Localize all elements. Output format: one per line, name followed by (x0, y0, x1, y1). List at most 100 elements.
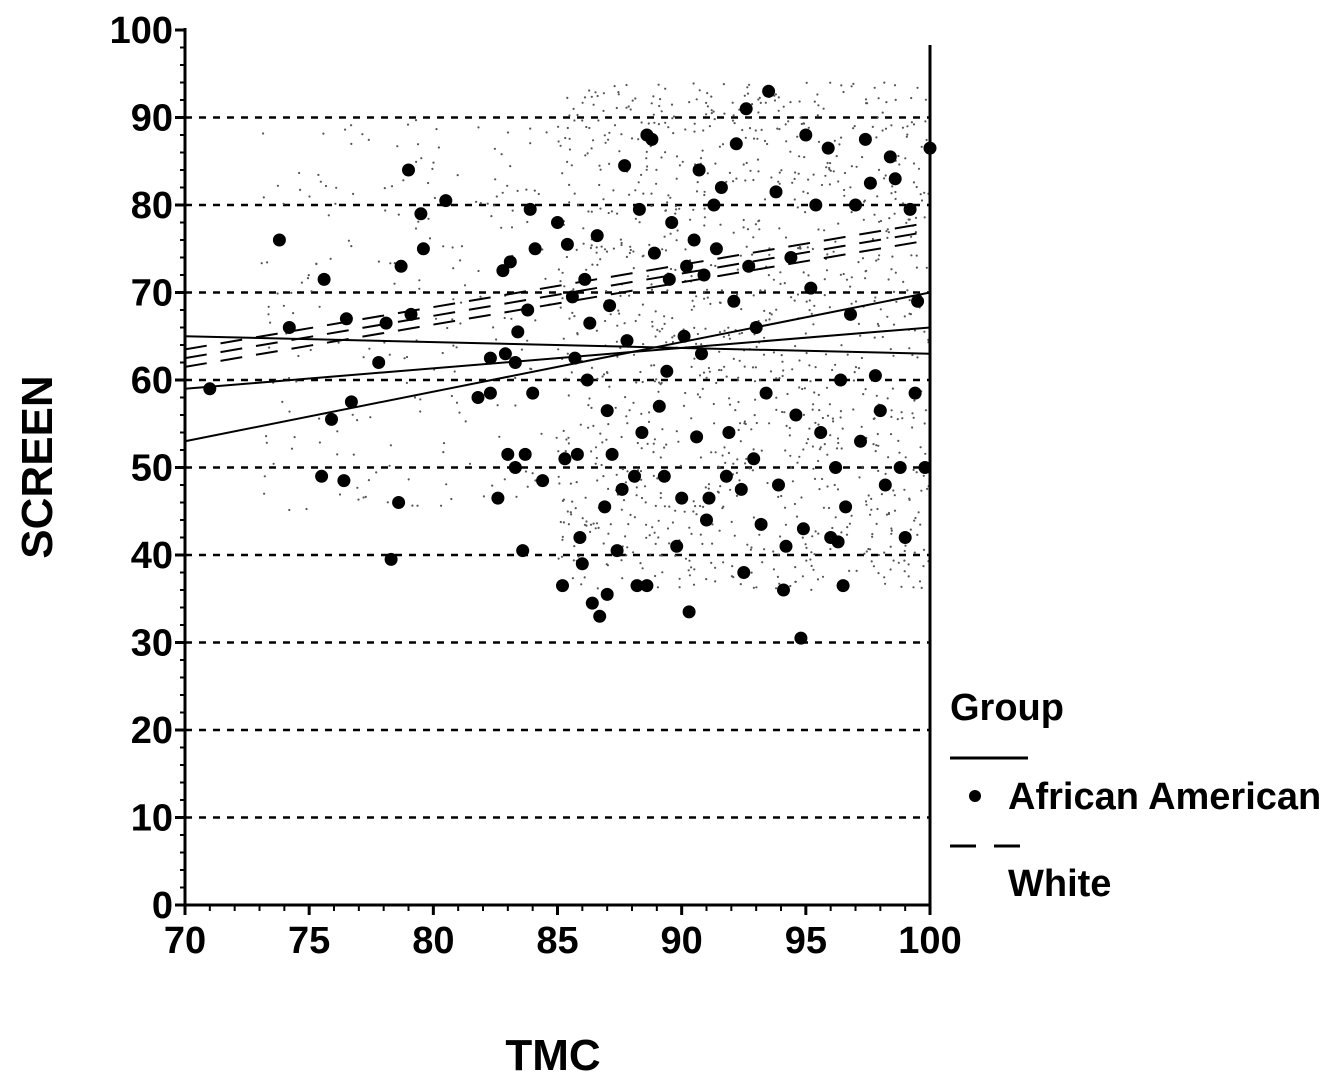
african-american-point (600, 404, 614, 418)
white-point (634, 217, 638, 220)
white-point (486, 202, 489, 205)
white-point (589, 530, 592, 534)
white-point (859, 334, 862, 337)
white-point (661, 248, 664, 251)
white-point (782, 105, 785, 108)
white-point (267, 305, 270, 308)
white-point (850, 302, 853, 305)
white-point (629, 513, 632, 517)
white-point (808, 299, 811, 302)
white-point (632, 401, 635, 404)
white-point (669, 232, 672, 235)
white-point (756, 137, 759, 140)
white-point (752, 586, 756, 589)
white-point (475, 200, 478, 203)
white-point (664, 151, 667, 154)
white-point (783, 506, 787, 509)
white-point (777, 180, 780, 183)
white-point (666, 527, 670, 530)
white-point (594, 527, 597, 530)
white-point (877, 572, 880, 575)
white-point (731, 565, 734, 568)
white-point (659, 496, 662, 499)
white-point (624, 396, 627, 399)
white-point (308, 195, 311, 198)
white-point (568, 148, 572, 151)
white-point (265, 441, 268, 444)
white-point (894, 271, 897, 274)
white-point (918, 580, 922, 583)
white-point (881, 111, 884, 114)
white-point (660, 554, 663, 557)
african-american-point (863, 176, 877, 190)
white-point (876, 507, 879, 511)
white-point (414, 227, 418, 230)
white-point (450, 394, 453, 398)
white-point (754, 223, 758, 226)
white-point (594, 462, 597, 465)
white-point (895, 300, 898, 303)
white-point (890, 124, 893, 127)
white-point (916, 356, 919, 359)
white-point (350, 245, 353, 248)
white-point (657, 123, 661, 126)
white-point (892, 559, 895, 562)
white-point (564, 377, 567, 380)
white-point (891, 185, 894, 188)
white-point (779, 535, 782, 538)
white-point (709, 302, 712, 305)
african-american-point (858, 132, 872, 146)
african-american-point (903, 202, 917, 216)
white-point (664, 249, 668, 252)
white-point (812, 403, 815, 406)
white-point (602, 198, 605, 201)
white-point (803, 387, 807, 390)
white-point (630, 137, 634, 140)
white-point (516, 189, 519, 192)
african-american-point (734, 482, 748, 496)
white-point (698, 374, 702, 377)
white-point (897, 561, 900, 564)
white-point (607, 487, 610, 490)
white-point (638, 221, 641, 224)
white-point (479, 295, 482, 298)
white-point (568, 317, 571, 320)
white-point (907, 563, 910, 566)
white-point (674, 509, 677, 512)
white-point (674, 212, 677, 215)
white-point (699, 456, 703, 459)
african-american-point (578, 272, 592, 286)
white-point (526, 220, 529, 224)
white-point (534, 319, 537, 322)
white-point (715, 381, 718, 385)
white-point (692, 208, 695, 211)
white-point (625, 415, 628, 418)
white-point (651, 320, 654, 323)
white-point (755, 421, 758, 425)
white-point (565, 255, 569, 259)
white-point (695, 342, 698, 345)
white-point (750, 546, 753, 549)
white-point (609, 313, 612, 316)
white-point (637, 181, 640, 184)
white-point (665, 443, 668, 446)
white-point (758, 533, 761, 536)
white-point (804, 211, 807, 214)
white-point (657, 536, 660, 539)
white-point (763, 336, 766, 339)
white-point (645, 536, 648, 539)
white-point (786, 392, 789, 396)
white-point (720, 369, 723, 372)
african-american-point (203, 382, 217, 396)
white-point (566, 160, 569, 163)
african-american-point (769, 185, 783, 199)
white-point (602, 542, 605, 545)
white-point (263, 475, 266, 478)
white-point (924, 452, 927, 455)
white-point (598, 164, 601, 167)
african-american-point (695, 347, 708, 361)
white-point (639, 562, 642, 565)
white-point (887, 231, 891, 234)
white-point (614, 406, 617, 409)
white-point (625, 554, 628, 557)
